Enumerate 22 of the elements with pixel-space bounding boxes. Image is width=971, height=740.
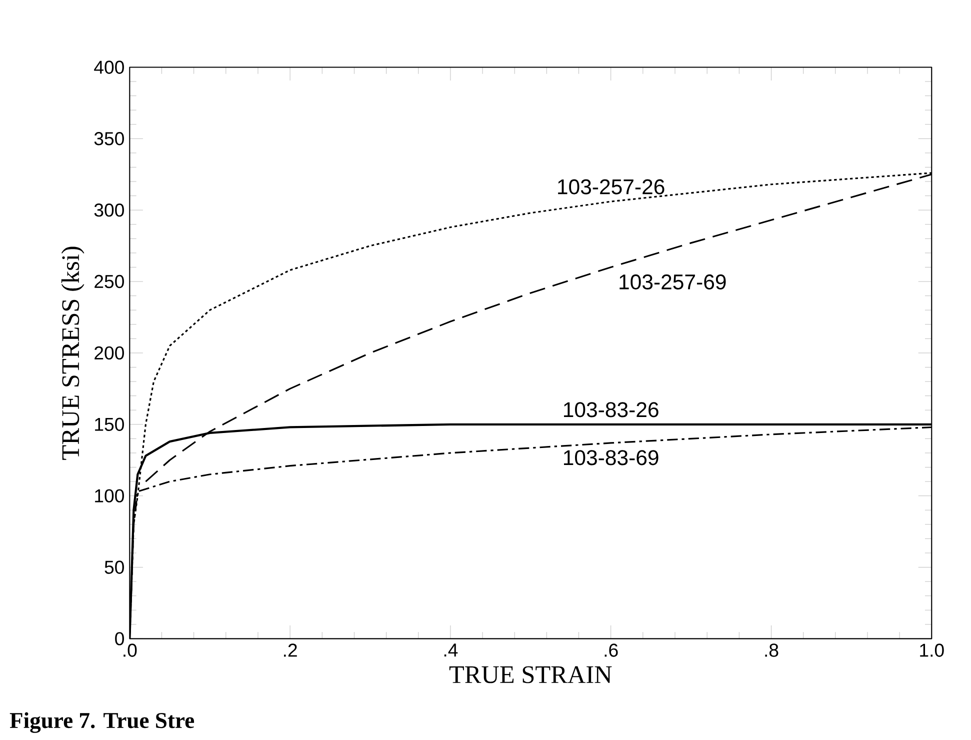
y-tick-label: 250 — [94, 275, 124, 288]
y-tick-label: 100 — [95, 489, 124, 503]
x-tick-label: 1.0 — [920, 644, 944, 658]
x-tick-label: .4 — [444, 644, 458, 657]
y-axis-title: TRUE STRESS (ksi) — [61, 247, 84, 460]
caption: Figure 7. True Stre — [10, 712, 194, 734]
x-axis-title: TRUE STRAIN — [449, 666, 612, 684]
x-tick-label: .0 — [124, 644, 137, 658]
y-tick-label: 0 — [115, 632, 124, 646]
x-tick-label: .6 — [604, 644, 618, 658]
x-tick-label: .2 — [284, 644, 297, 657]
series-label: 103-257-69 — [620, 274, 726, 290]
series-label: 103-83-69 — [564, 450, 658, 466]
y-tick-label: 300 — [94, 204, 124, 217]
series-label: 103-83-26 — [564, 402, 658, 418]
y-tick-label: 400 — [94, 60, 124, 74]
y-tick-label: 350 — [94, 132, 124, 146]
y-tick-label: 50 — [104, 560, 124, 574]
y-tick-label: 150 — [95, 418, 124, 432]
series-label: 103-257-26 — [558, 180, 664, 195]
x-tick-label: .8 — [765, 644, 778, 658]
y-tick-label: 200 — [94, 346, 124, 360]
